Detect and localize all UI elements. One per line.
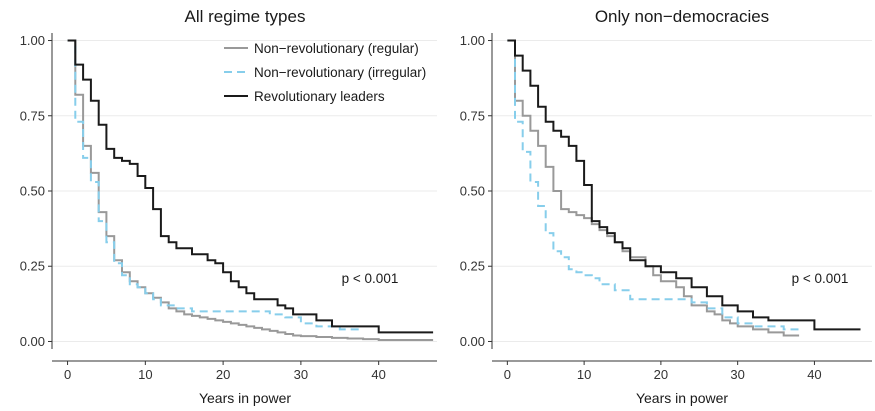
- x-tick-label: 20: [654, 367, 668, 382]
- series-line-3: [507, 39, 861, 331]
- series-line-1: [507, 39, 800, 337]
- series-line-2: [507, 39, 800, 331]
- x-tick-label: 0: [64, 367, 71, 382]
- legend-entry-label: Revolutionary leaders: [254, 89, 385, 104]
- x-axis-label: Years in power: [636, 390, 728, 406]
- x-tick-label: 10: [138, 367, 152, 382]
- series-line-2: [67, 39, 364, 331]
- x-tick-label: 30: [294, 367, 308, 382]
- x-tick-label: 20: [216, 367, 230, 382]
- x-axis-label: Years in power: [199, 390, 291, 406]
- series-line-3: [67, 39, 434, 334]
- y-tick-label: 0.00: [20, 334, 45, 349]
- y-tick-label: 0.50: [20, 184, 45, 199]
- legend-entry-label: Non−revolutionary (regular): [254, 41, 419, 56]
- y-tick-label: 1.00: [20, 33, 45, 48]
- p-value-annotation: p < 0.001: [792, 271, 849, 286]
- legend-entry-label: Non−revolutionary (irregular): [254, 65, 426, 80]
- y-tick-label: 0.25: [20, 259, 45, 274]
- y-tick-label: 0.50: [460, 184, 485, 199]
- y-tick-label: 0.25: [460, 259, 485, 274]
- chart-title: All regime types: [185, 7, 306, 26]
- y-tick-label: 1.00: [460, 33, 485, 48]
- series-line-1: [67, 39, 434, 341]
- x-tick-label: 40: [807, 367, 821, 382]
- chart-title: Only non−democracies: [595, 7, 769, 26]
- p-value-annotation: p < 0.001: [342, 271, 399, 286]
- x-tick-label: 10: [577, 367, 591, 382]
- y-tick-label: 0.00: [460, 334, 485, 349]
- x-tick-label: 0: [504, 367, 511, 382]
- y-tick-label: 0.75: [20, 108, 45, 123]
- y-tick-label: 0.75: [460, 108, 485, 123]
- x-tick-label: 40: [371, 367, 385, 382]
- x-tick-label: 30: [730, 367, 744, 382]
